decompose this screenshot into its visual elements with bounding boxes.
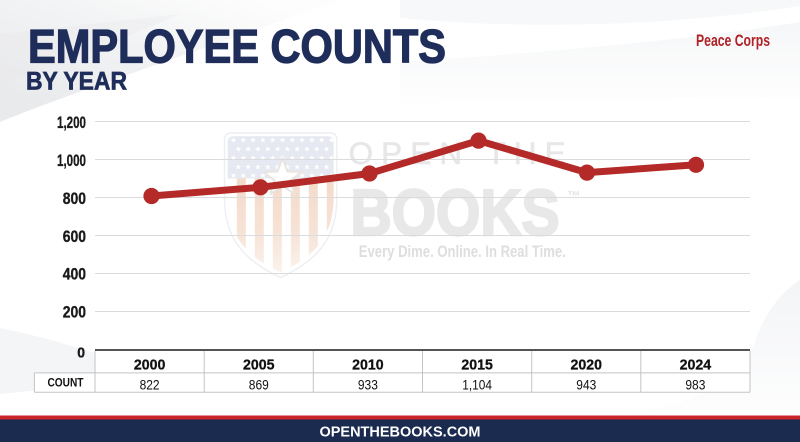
- svg-text:0: 0: [77, 345, 85, 362]
- svg-text:822: 822: [140, 377, 160, 393]
- svg-text:2000: 2000: [134, 357, 166, 374]
- svg-text:200: 200: [63, 302, 86, 321]
- svg-text:869: 869: [249, 377, 269, 393]
- svg-text:983: 983: [685, 377, 705, 393]
- svg-text:1,200: 1,200: [57, 113, 86, 132]
- svg-text:933: 933: [358, 377, 378, 393]
- svg-text:COUNT: COUNT: [48, 376, 85, 390]
- svg-text:2024: 2024: [680, 357, 712, 374]
- svg-text:Peace Corps: Peace Corps: [696, 31, 770, 50]
- svg-text:BOOKS: BOOKS: [351, 176, 560, 249]
- svg-text:1,000: 1,000: [57, 151, 86, 170]
- svg-text:™: ™: [567, 189, 581, 204]
- svg-text:2010: 2010: [352, 357, 384, 374]
- svg-text:2015: 2015: [461, 357, 493, 374]
- svg-text:400: 400: [63, 265, 86, 284]
- svg-text:OPEN THE: OPEN THE: [349, 135, 566, 171]
- svg-text:600: 600: [63, 227, 86, 246]
- svg-text:2020: 2020: [571, 357, 603, 374]
- svg-text:943: 943: [576, 377, 596, 393]
- svg-text:1,104: 1,104: [462, 377, 492, 393]
- svg-text:OPENTHEBOOKS.COM: OPENTHEBOOKS.COM: [320, 424, 481, 441]
- svg-text:EMPLOYEE COUNTS: EMPLOYEE COUNTS: [28, 19, 446, 72]
- svg-text:Every Dime. Online. In Real Ti: Every Dime. Online. In Real Time.: [359, 243, 566, 261]
- svg-text:BY YEAR: BY YEAR: [26, 68, 127, 96]
- svg-text:2005: 2005: [243, 357, 275, 374]
- svg-text:800: 800: [63, 189, 86, 208]
